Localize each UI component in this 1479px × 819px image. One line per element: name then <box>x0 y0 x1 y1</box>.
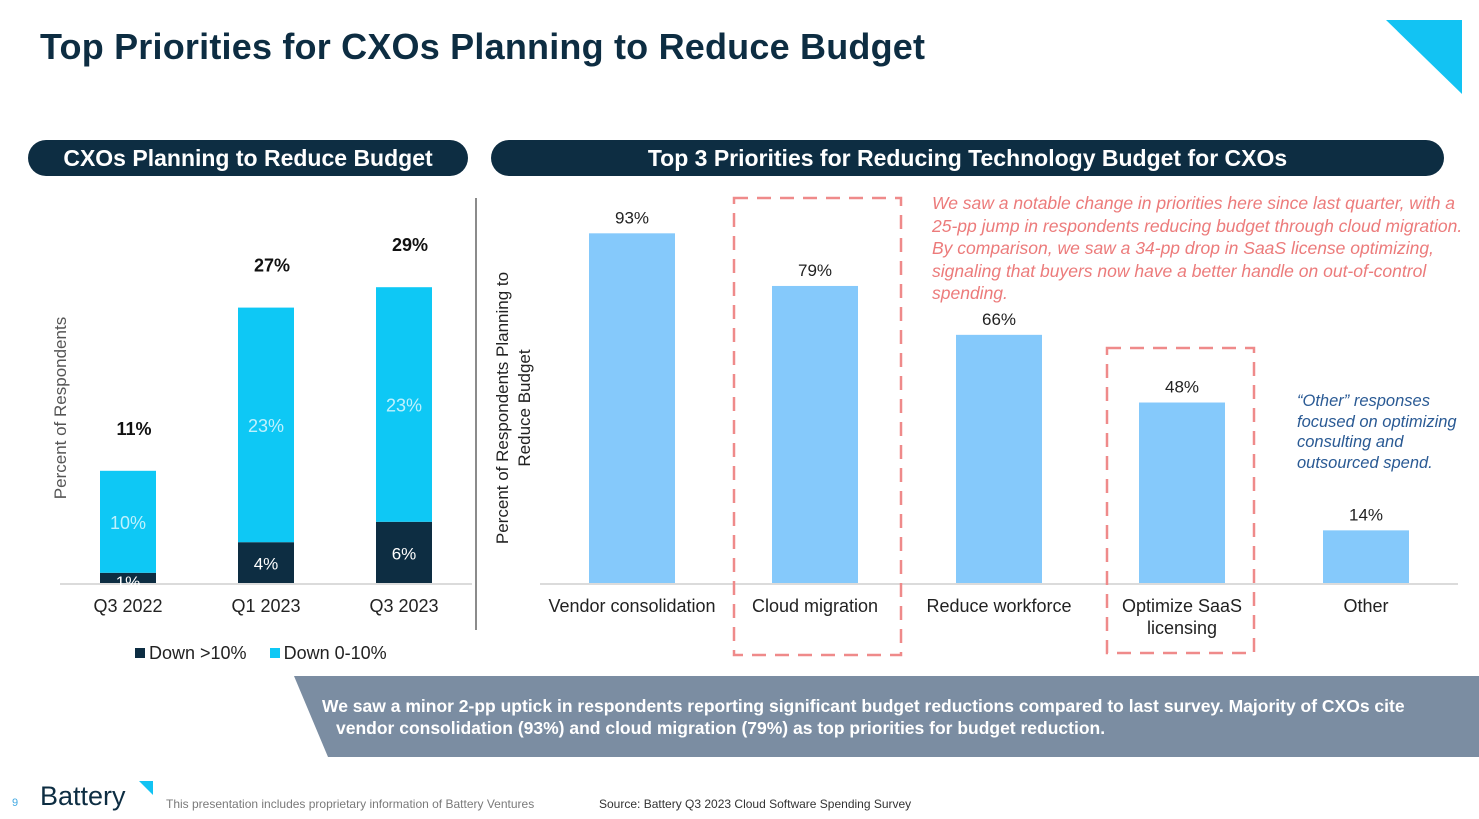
x-tick-label: Q1 2023 <box>231 596 300 616</box>
bar-priority-0 <box>589 233 675 583</box>
value-label: 93% <box>615 208 649 227</box>
summary-text: We saw a minor 2-pp uptick in respondent… <box>322 696 1479 739</box>
bar-down-over-10-1 <box>238 542 294 583</box>
legend-swatch-cyan <box>269 648 280 658</box>
legend-item-down-over-10: Down >10% <box>135 643 247 663</box>
right-y-axis-label-line1: Percent of Respondents Planning to <box>493 272 512 544</box>
highlight-box-1 <box>1105 346 1256 655</box>
data-label-down-over-10: 6% <box>392 544 417 563</box>
panel-divider <box>475 198 477 630</box>
summary-line-2: vendor consolidation (93%) and cloud mig… <box>336 717 1106 738</box>
left-y-axis-label: Percent of Respondents <box>51 317 70 499</box>
x-tick-label: Reduce workforce <box>926 596 1071 616</box>
x-tick-label: licensing <box>1147 618 1217 638</box>
x-tick-label: Other <box>1343 596 1388 616</box>
summary-banner: We saw a minor 2-pp uptick in respondent… <box>294 676 1479 757</box>
data-label-down-0-10: 23% <box>248 416 284 436</box>
highlight-box-0 <box>732 196 903 657</box>
legend-label: Down 0-10% <box>283 643 387 663</box>
data-label-down-0-10: 23% <box>386 396 422 416</box>
legend-swatch-navy <box>135 648 145 658</box>
page-number: 9 <box>12 797 19 809</box>
bar-down-0-10-0 <box>100 470 156 573</box>
bar-down-over-10-0 <box>100 572 156 583</box>
value-label: 14% <box>1349 505 1383 524</box>
chart-legend: Down >10% Down 0-10% <box>135 643 405 664</box>
value-label: 79% <box>798 261 832 280</box>
bar-down-0-10-2 <box>376 287 432 522</box>
page-title: Top Priorities for CXOs Planning to Redu… <box>40 26 926 67</box>
x-tick-label: Vendor consolidation <box>548 596 715 616</box>
total-label: 27% <box>254 256 290 276</box>
summary-line-1: We saw a minor 2-pp uptick in respondent… <box>322 696 1405 716</box>
legend-label: Down >10% <box>149 643 247 663</box>
data-label-down-over-10: 4% <box>254 555 279 574</box>
bar-priority-1 <box>772 285 858 583</box>
legend-item-down-0-10: Down 0-10% <box>269 643 387 663</box>
logo-mark-icon <box>139 781 153 795</box>
corner-triangle-icon <box>1386 20 1462 94</box>
annotation-priority-change: We saw a notable change in priorities he… <box>932 193 1463 303</box>
x-tick-label: Cloud migration <box>752 596 878 616</box>
total-label: 11% <box>116 419 151 439</box>
data-label-down-over-10: 1% <box>116 573 141 592</box>
bar-down-over-10-2 <box>376 521 432 583</box>
total-label: 29% <box>392 235 428 255</box>
annotation-other-responses: “Other” responses focused on optimizing … <box>1297 392 1457 472</box>
value-label: 66% <box>982 310 1016 329</box>
battery-logo: Battery <box>40 781 126 811</box>
bar-down-0-10-1 <box>238 307 294 543</box>
source-note: Source: Battery Q3 2023 Cloud Software S… <box>599 797 912 811</box>
right-panel-header: Top 3 Priorities for Reducing Technology… <box>491 140 1444 176</box>
x-tick-label: Q3 2023 <box>369 596 438 616</box>
bar-priority-4 <box>1323 530 1409 583</box>
x-tick-label: Optimize SaaS <box>1122 596 1242 616</box>
value-label: 48% <box>1165 378 1199 397</box>
left-panel-header: CXOs Planning to Reduce Budget <box>28 140 468 176</box>
bar-priority-2 <box>956 334 1042 583</box>
bar-priority-3 <box>1139 402 1225 583</box>
x-tick-label: Q3 2022 <box>93 596 162 616</box>
right-y-axis-label-line2: Reduce Budget <box>515 349 534 466</box>
data-label-down-0-10: 10% <box>110 513 146 533</box>
disclaimer: This presentation includes proprietary i… <box>166 797 535 811</box>
